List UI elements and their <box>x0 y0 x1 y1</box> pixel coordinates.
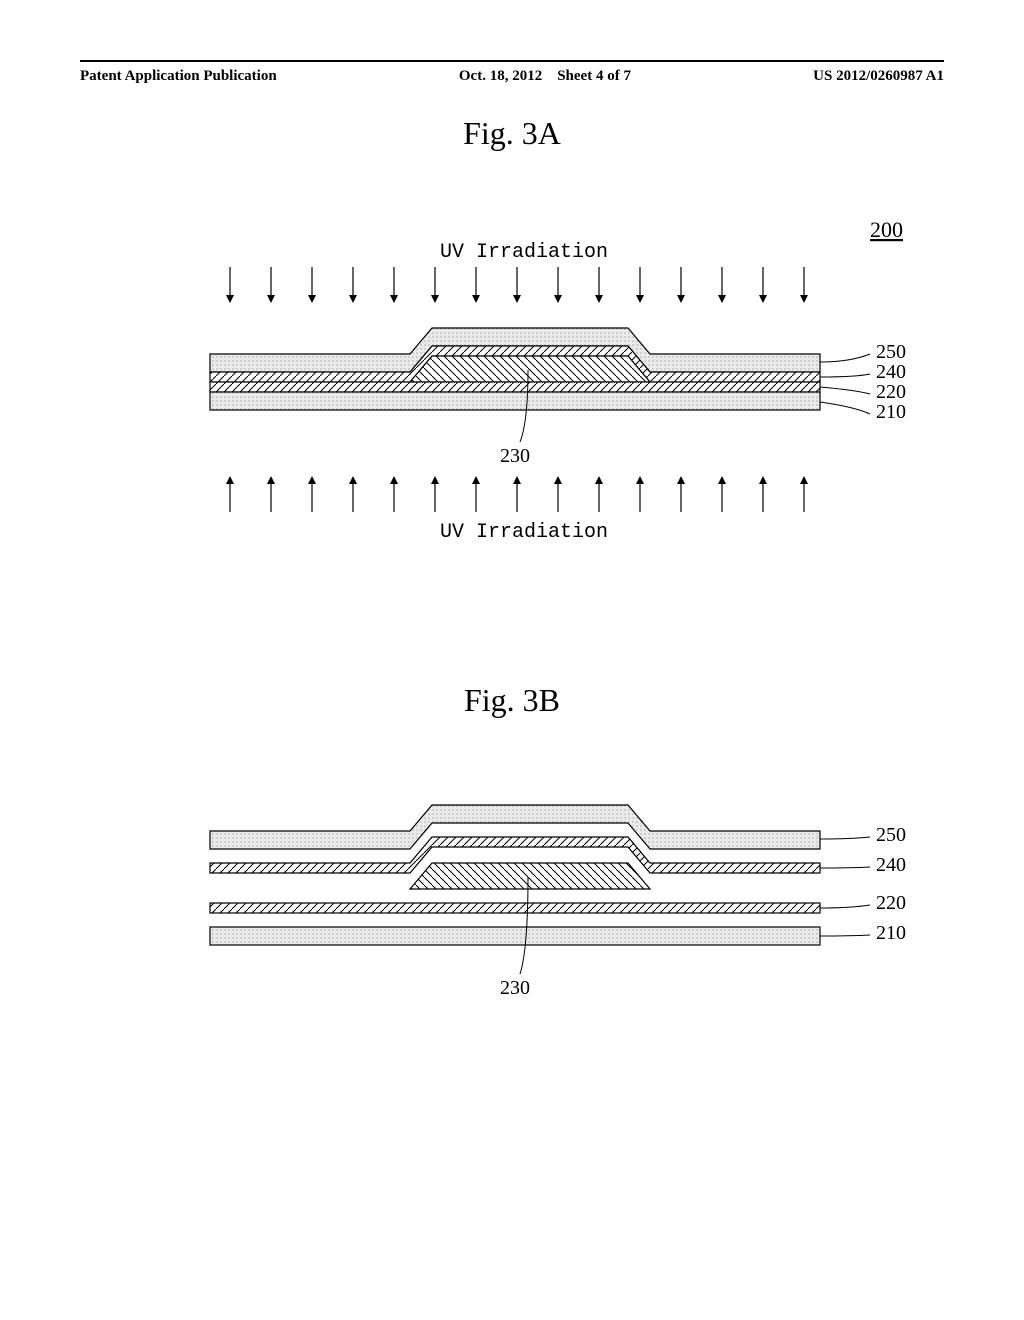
uv-bottom-label: UV Irradiation <box>440 521 608 544</box>
header-date: Oct. 18, 2012 <box>459 68 542 84</box>
uv-top-arrows <box>226 267 808 303</box>
label-240: 240 <box>876 361 906 383</box>
device-ref-label: 200 <box>870 217 903 242</box>
layer-210-b <box>210 927 820 945</box>
element-230 <box>410 356 650 382</box>
label-230-b: 230 <box>500 977 530 999</box>
element-230-b <box>410 863 650 889</box>
header-pubnum: US 2012/0260987 A1 <box>813 68 944 85</box>
header-publication: Patent Application Publication <box>80 68 277 85</box>
page-header: Patent Application Publication Oct. 18, … <box>80 68 944 85</box>
layer-220-b <box>210 903 820 913</box>
figure-3b: 250 240 220 210 230 <box>80 759 944 1019</box>
label-210-b: 210 <box>876 922 906 944</box>
uv-top-label: UV Irradiation <box>440 241 608 264</box>
label-220: 220 <box>876 381 906 403</box>
figure-3a-title: Fig. 3A <box>80 115 944 152</box>
uv-bottom-arrows <box>226 476 808 512</box>
header-sheet: Sheet 4 of 7 <box>557 68 631 84</box>
label-220-b: 220 <box>876 892 906 914</box>
header-rule <box>80 60 944 62</box>
layer-210 <box>210 392 820 410</box>
label-250-b: 250 <box>876 824 906 846</box>
figure-3a: 200 UV Irradiation <box>80 192 944 552</box>
label-210: 210 <box>876 401 906 423</box>
layer-220 <box>210 382 820 392</box>
label-230: 230 <box>500 445 530 467</box>
label-240-b: 240 <box>876 854 906 876</box>
figure-3b-title: Fig. 3B <box>80 682 944 719</box>
label-250: 250 <box>876 341 906 363</box>
